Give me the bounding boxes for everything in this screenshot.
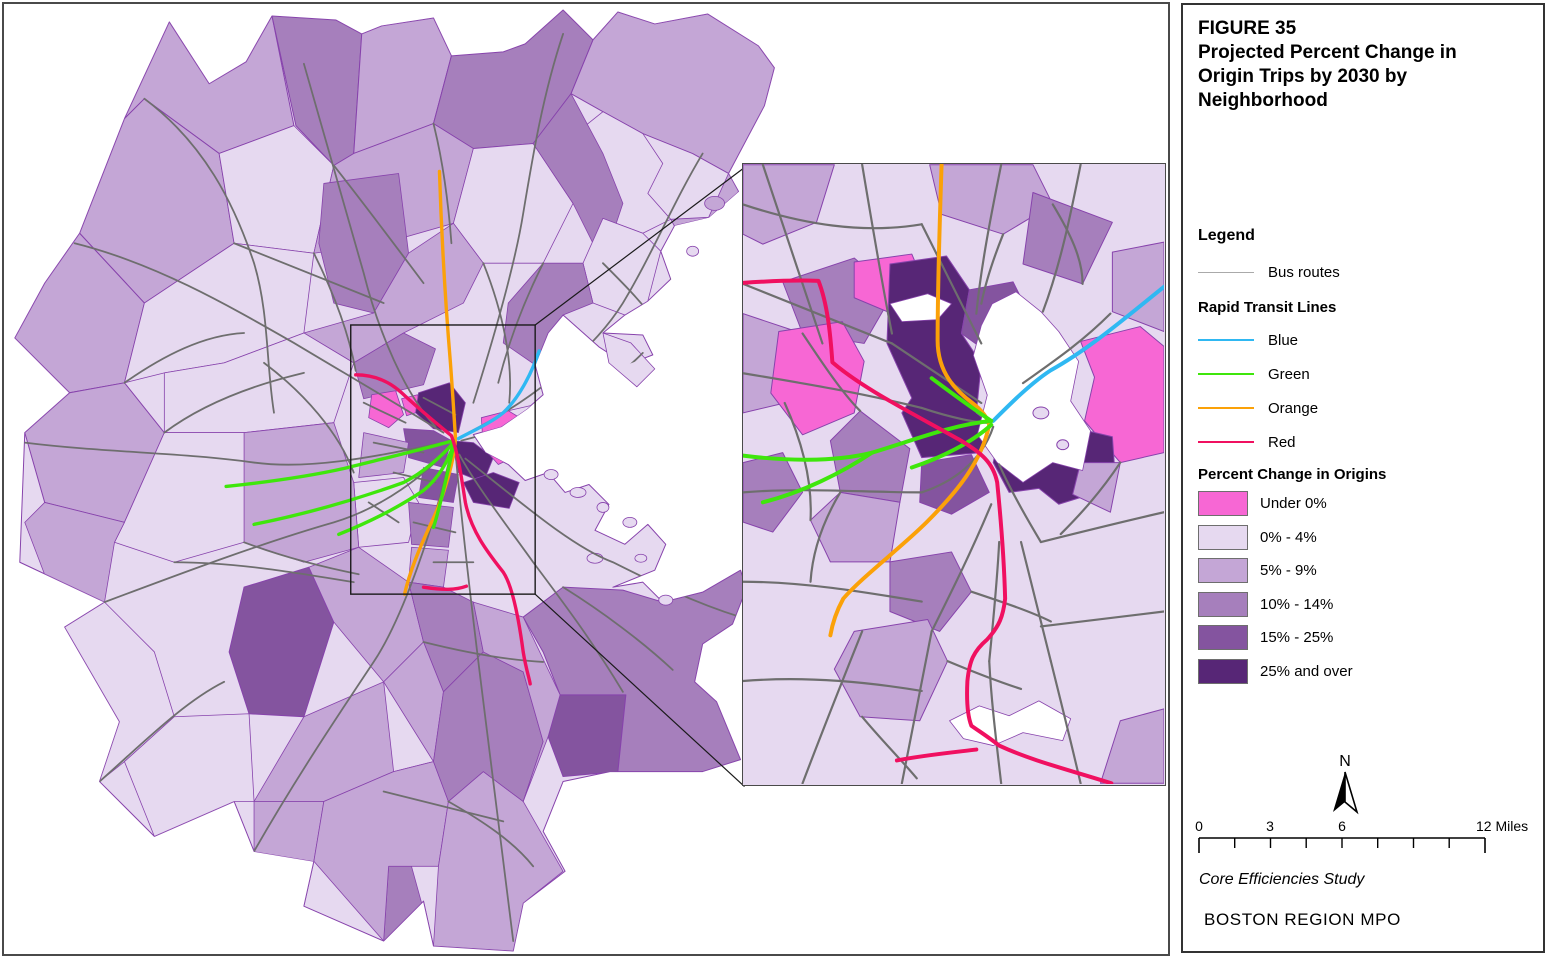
callout-rectangle (350, 324, 536, 595)
scale-0: 0 (1195, 818, 1203, 834)
green-line-branch-d (431, 444, 456, 530)
legend-class-15-25: 15% - 25% (1198, 625, 1333, 650)
blue-line-label: Blue (1268, 331, 1299, 349)
swatch-15-25 (1198, 625, 1248, 650)
blue-line (456, 349, 541, 441)
scale-bar: 0 3 6 12 Miles (1191, 815, 1541, 857)
swatch-0-4 (1198, 525, 1248, 550)
legend-class-10-14: 10% - 14% (1198, 592, 1333, 617)
north-label: N (1339, 753, 1351, 770)
legend-bus-routes: Bus routes (1198, 259, 1340, 285)
green-line-label: Green (1268, 365, 1310, 383)
legend-blue-line: Blue (1198, 327, 1298, 353)
legend-class-25-over: 25% and over (1198, 659, 1353, 684)
inset-red-line-branch (894, 747, 979, 763)
swatch-25-over (1198, 659, 1248, 684)
red-line-sample (1198, 441, 1254, 443)
bus-routes-label: Bus routes (1268, 263, 1340, 281)
orange-line-label: Orange (1268, 399, 1319, 417)
north-arrow-right-half (1344, 771, 1359, 815)
inset-bus-routes (743, 164, 1164, 784)
percent-change-heading: Percent Change in Origins (1198, 466, 1387, 483)
inset-map (743, 164, 1164, 784)
inset-blue-line (991, 284, 1164, 423)
swatch-10-14 (1198, 592, 1248, 617)
map-frame (2, 2, 1170, 956)
main-map (14, 9, 775, 952)
inset-neighborhoods (743, 164, 1164, 784)
legend-green-line: Green (1198, 361, 1310, 387)
red-line-label: Red (1268, 433, 1296, 451)
green-line-sample (1198, 373, 1254, 375)
inset-map-panel (742, 163, 1166, 786)
legend-orange-line: Orange (1198, 395, 1318, 421)
rapid-transit-heading: Rapid Transit Lines (1198, 299, 1337, 316)
blue-line-sample (1198, 339, 1254, 341)
scale-3: 3 (1266, 818, 1274, 834)
scale-6: 6 (1338, 818, 1346, 834)
north-arrow: N (1325, 750, 1365, 820)
callout-connector-top (534, 167, 745, 326)
scale-12-miles: 12 Miles (1476, 818, 1528, 834)
legend-heading: Legend (1198, 227, 1255, 244)
green-line (224, 438, 456, 489)
legend-red-line: Red (1198, 429, 1296, 455)
legend-class-under-0: Under 0% (1198, 491, 1327, 516)
neighborhood-polygons (14, 9, 775, 952)
orange-line-sample (1198, 407, 1254, 409)
bus-route-line-sample (1198, 271, 1254, 273)
red-line-branch (421, 584, 469, 591)
inset-red-line (743, 278, 1114, 784)
red-line (354, 373, 532, 686)
transit-lines-layer (224, 169, 541, 686)
callout-connector-bottom (534, 593, 745, 787)
green-line-branch-b (252, 440, 456, 527)
bus-routes-layer (23, 33, 742, 942)
swatch-5-9 (1198, 558, 1248, 583)
inset-transit-lines (743, 164, 1164, 784)
figure-title: FIGURE 35 Projected Percent Change in Or… (1198, 18, 1457, 111)
orange-line (402, 169, 458, 596)
green-line-branch-c (337, 442, 456, 537)
swatch-under-0 (1198, 491, 1248, 516)
inset-green-line-branch-c (929, 376, 994, 423)
organization-name: BOSTON REGION MPO (1204, 910, 1401, 929)
legend-class-5-9: 5% - 9% (1198, 558, 1317, 583)
inset-green-line-branch-d (909, 422, 994, 470)
north-arrow-left-half (1333, 772, 1345, 812)
legend-class-0-4: 0% - 4% (1198, 525, 1317, 550)
inset-green-line-branch-b (760, 450, 875, 505)
info-panel: FIGURE 35 Projected Percent Change in Or… (1181, 3, 1545, 953)
study-name: Core Efficiencies Study (1199, 871, 1365, 888)
islands-layer (543, 195, 725, 606)
